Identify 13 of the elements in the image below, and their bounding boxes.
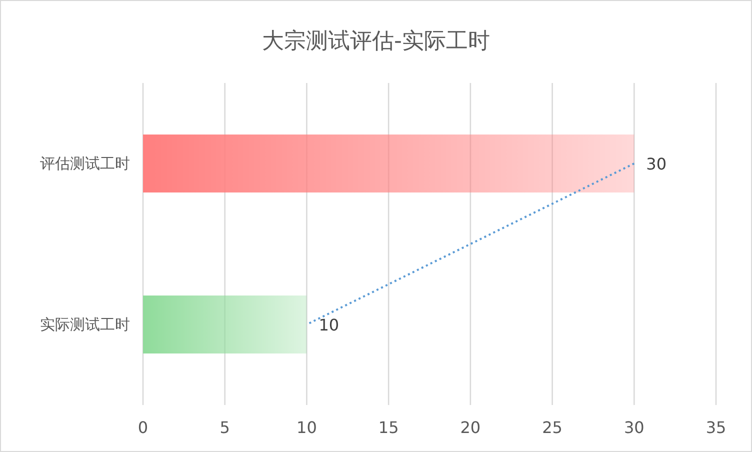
x-tick-label: 30 bbox=[624, 418, 644, 437]
x-tick-label: 0 bbox=[138, 418, 148, 437]
x-tick-label: 35 bbox=[706, 418, 726, 437]
x-tick-label: 15 bbox=[378, 418, 399, 437]
x-tick-label: 10 bbox=[296, 418, 317, 437]
x-tick-label: 25 bbox=[542, 418, 562, 437]
data-label: 10 bbox=[318, 316, 340, 334]
chart-title: 大宗测试评估-实际工时 bbox=[262, 29, 490, 54]
y-tick-label: 实际测试工时 bbox=[40, 316, 130, 334]
x-tick-label: 5 bbox=[220, 418, 230, 437]
y-tick-label: 评估测试工时 bbox=[40, 154, 130, 172]
data-label: 30 bbox=[646, 154, 666, 174]
x-tick-label: 20 bbox=[460, 418, 481, 437]
